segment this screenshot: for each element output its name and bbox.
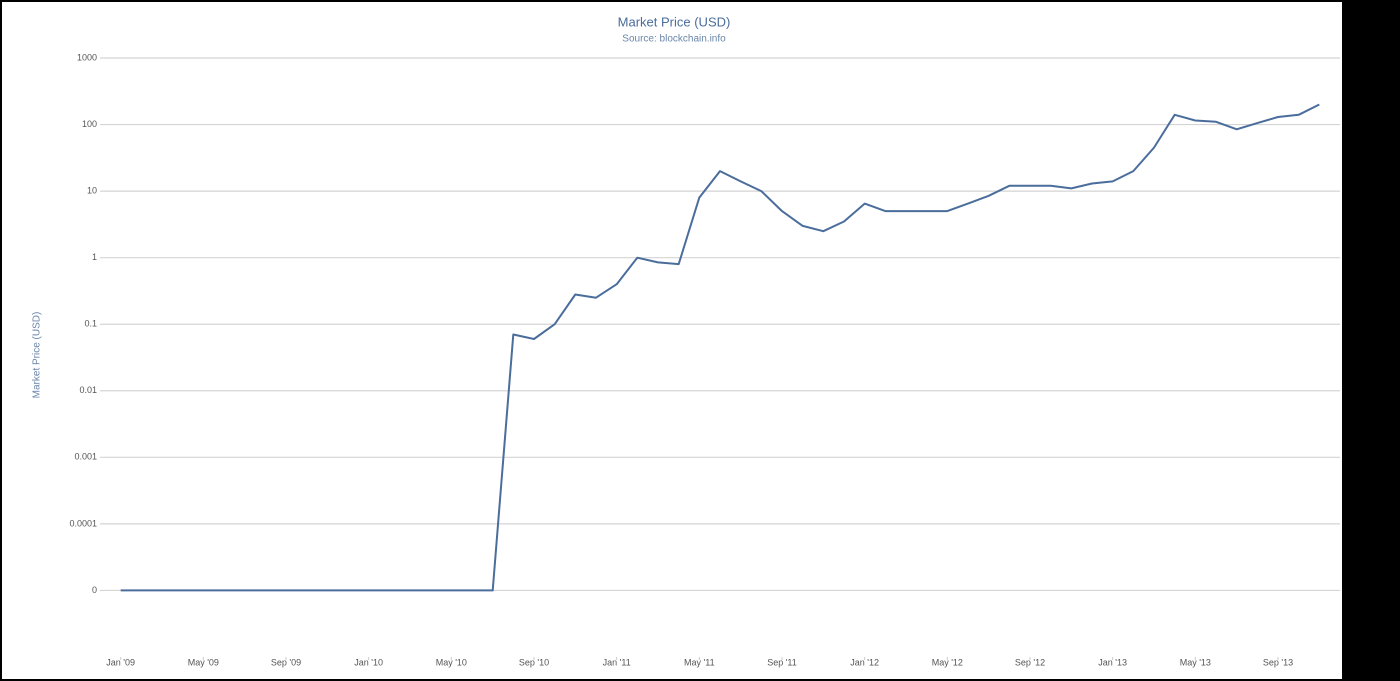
x-tick-label: Sep '09 <box>271 657 301 667</box>
x-tick-label: Jan '13 <box>1098 657 1127 667</box>
x-tick-label: Jan '12 <box>850 657 879 667</box>
x-tick-label: Sep '11 <box>767 657 797 667</box>
x-tick-label: Jan '09 <box>106 657 135 667</box>
y-tick-label: 1 <box>92 252 97 262</box>
y-tick-label: 0.1 <box>84 319 97 329</box>
y-tick-label: 0.01 <box>79 385 97 395</box>
plot-background <box>2 2 1342 679</box>
x-tick-label: Sep '12 <box>1015 657 1045 667</box>
y-tick-label: 10 <box>87 185 97 195</box>
price-line <box>120 103 1320 592</box>
y-tick-label: 0.0001 <box>69 518 97 528</box>
chart-subtitle: Source: blockchain.info <box>622 34 726 45</box>
x-tick-label: Jan '11 <box>603 657 631 667</box>
y-tick-label: 100 <box>82 119 97 129</box>
y-tick-label: 0 <box>92 585 97 595</box>
y-tick-label: 0.001 <box>74 452 97 462</box>
x-tick-label: May '13 <box>1180 657 1211 667</box>
chart-title: Market Price (USD) <box>618 14 731 29</box>
x-tick-label: Jan '10 <box>354 657 383 667</box>
x-tick-label: May '11 <box>684 657 715 667</box>
x-tick-label: May '10 <box>436 657 467 667</box>
y-tick-label: 1000 <box>77 52 97 62</box>
y-axis-label: Market Price (USD) <box>32 312 43 399</box>
x-tick-label: Sep '10 <box>519 657 549 667</box>
x-tick-label: Sep '13 <box>1263 657 1293 667</box>
x-tick-label: May '09 <box>188 657 219 667</box>
x-tick-label: May '12 <box>932 657 963 667</box>
